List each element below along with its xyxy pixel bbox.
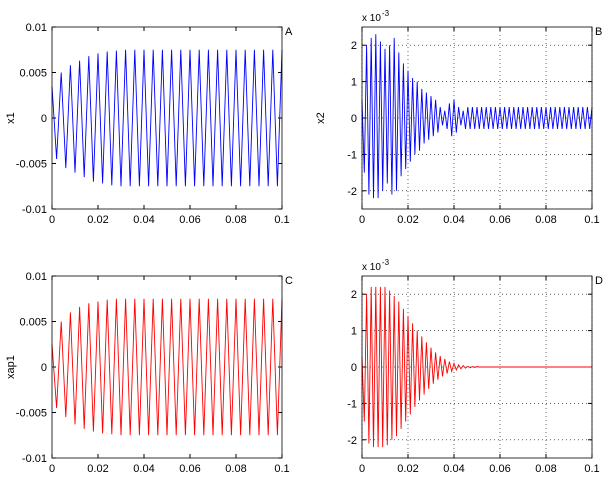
x-tick-label: 0.04 xyxy=(133,214,154,226)
y-tick-label: -0.01 xyxy=(22,453,47,465)
x-tick-label: 0.04 xyxy=(443,463,464,475)
x-tick-label: 0.02 xyxy=(87,463,108,475)
x-tick-label: 0.04 xyxy=(443,214,464,226)
y-axis-label: x2 xyxy=(315,112,327,124)
y-tick-label: 0 xyxy=(41,113,47,125)
x-tick-label: 0 xyxy=(49,463,55,475)
x-tick-label: 0.06 xyxy=(179,463,200,475)
panel-label: D xyxy=(595,275,603,287)
y-tick-label: -0.005 xyxy=(16,159,47,171)
x-tick-label: 0.1 xyxy=(584,463,599,475)
y-tick-label: 0.01 xyxy=(26,22,47,34)
subplot: 0 0.02 0.04 0.06 0.08 0.1 -0.01 -0.005 0 0.005 0.0… xyxy=(5,271,293,475)
x-tick-label: 0.02 xyxy=(397,463,418,475)
y-tick-label: 0 xyxy=(351,362,357,374)
panel-label: C xyxy=(285,275,293,287)
x-tick-label: 0.08 xyxy=(225,214,246,226)
y-tick-label: -0.005 xyxy=(16,408,47,420)
x-tick-label: 0 xyxy=(359,214,365,226)
y-tick-label: 2 xyxy=(351,289,357,301)
axes-box xyxy=(361,26,593,210)
x-tick-label: 0.06 xyxy=(489,214,510,226)
x-tick-label: 0.08 xyxy=(535,214,556,226)
y-tick-label: 0.005 xyxy=(19,68,47,80)
subplot: 0 0.02 0.04 0.06 0.08 0.1 -2 -1 0 1 2 x2 Bx 10 -3 xyxy=(315,9,602,226)
axes-box xyxy=(51,275,283,459)
y-axis-label: xap1 xyxy=(5,355,17,379)
x-tick-label: 0.08 xyxy=(225,463,246,475)
y-tick-label: 1 xyxy=(351,77,357,89)
x-tick-label: 0 xyxy=(49,214,55,226)
subplot: 0 0.02 0.04 0.06 0.08 0.1 -0.01 -0.005 0 0.005 0.0… xyxy=(5,22,293,226)
x-tick-label: 0.02 xyxy=(87,214,108,226)
y-tick-label: 0.01 xyxy=(26,271,47,283)
x-tick-label: 0.08 xyxy=(535,463,556,475)
y-tick-label: 0 xyxy=(41,362,47,374)
x-tick-label: 0.1 xyxy=(584,214,599,226)
subplot: 0 0.02 0.04 0.06 0.08 0.1 -2 -1 0 1 2 Dx 10 -3 xyxy=(347,258,603,475)
y-tick-label: -2 xyxy=(347,186,357,198)
axes-box xyxy=(51,26,283,210)
axis-multiplier-exponent: -3 xyxy=(382,9,390,18)
axis-multiplier: x 10 xyxy=(362,13,381,24)
y-tick-label: -0.01 xyxy=(22,204,47,216)
y-axis-label: x1 xyxy=(5,112,17,124)
axes-box xyxy=(361,275,593,459)
y-tick-label: -2 xyxy=(347,435,357,447)
data-line xyxy=(361,286,592,448)
x-tick-label: 0.04 xyxy=(133,463,154,475)
panel-label: B xyxy=(595,26,602,38)
y-tick-label: 0.005 xyxy=(19,317,47,329)
data-line xyxy=(361,34,593,199)
panel-label: A xyxy=(285,26,293,38)
data-line xyxy=(51,49,283,187)
axis-multiplier-exponent: -3 xyxy=(382,258,390,267)
y-tick-label: 1 xyxy=(351,326,357,338)
x-tick-label: 0.1 xyxy=(274,463,289,475)
y-tick-label: 0 xyxy=(351,113,357,125)
x-tick-label: 0.02 xyxy=(397,214,418,226)
y-tick-label: 2 xyxy=(351,40,357,52)
x-tick-label: 0.06 xyxy=(179,214,200,226)
y-tick-label: -1 xyxy=(347,398,357,410)
x-tick-label: 0.1 xyxy=(274,214,289,226)
data-line xyxy=(51,298,283,436)
x-tick-label: 0.06 xyxy=(489,463,510,475)
x-tick-label: 0 xyxy=(359,463,365,475)
axis-multiplier: x 10 xyxy=(362,262,381,273)
y-tick-label: -1 xyxy=(347,149,357,161)
